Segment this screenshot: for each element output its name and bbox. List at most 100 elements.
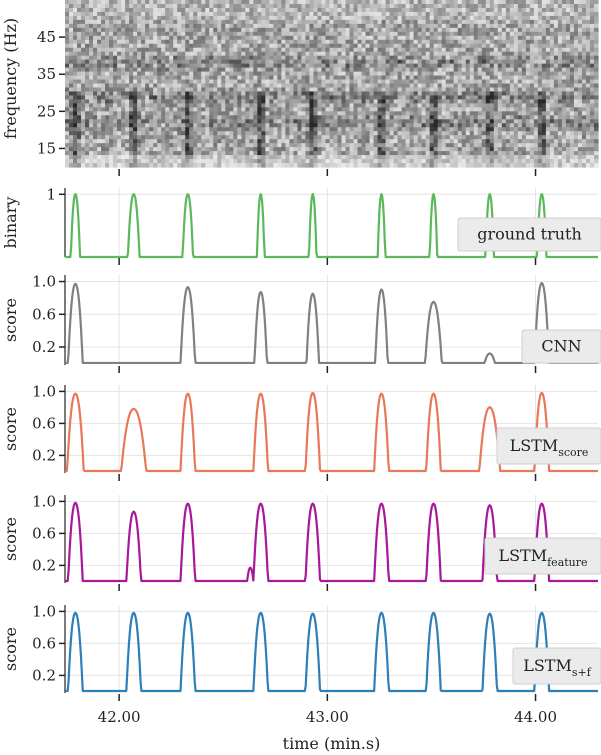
spectrogram-cell <box>217 163 222 168</box>
spectrogram-cell <box>357 47 363 53</box>
spectrogram-cell <box>137 131 142 136</box>
spectrogram-cell <box>117 103 122 108</box>
spectrogram-cell <box>257 127 262 132</box>
spectrogram-cell <box>361 15 367 21</box>
spectrogram-cell <box>417 35 423 41</box>
spectrogram-cell <box>281 143 287 148</box>
spectrogram-cell <box>177 139 182 144</box>
spectrogram-cell <box>305 107 311 112</box>
spectrogram-cell <box>285 31 291 37</box>
spectrogram-cell <box>473 67 479 73</box>
spectrogram-cell <box>445 67 451 73</box>
spectrogram-cell <box>425 111 431 116</box>
spectrogram-cell <box>89 91 94 97</box>
spectrogram-cell <box>257 115 262 120</box>
spectrogram-cell <box>301 135 307 140</box>
spectrogram-cell <box>369 75 375 81</box>
spectrogram-cell <box>161 23 166 29</box>
spectrogram-cell <box>169 71 174 77</box>
spectrogram-cell <box>445 103 451 108</box>
spectrogram-cell <box>97 143 102 148</box>
spectrogram-cell <box>81 135 86 140</box>
spectrogram-cell <box>401 151 407 156</box>
spectrogram-cell <box>521 55 527 61</box>
spectrogram-cell <box>105 51 110 57</box>
spectrogram-cell <box>489 59 495 65</box>
spectrogram-cell <box>173 27 178 33</box>
spectrogram-cell <box>345 135 351 140</box>
spectrogram-cell <box>305 71 311 77</box>
spectrogram-cell <box>485 139 491 144</box>
spectrogram-cell <box>253 163 258 168</box>
spectrogram-cell <box>401 71 407 77</box>
spectrogram-cell <box>141 47 146 53</box>
spectrogram-cell <box>337 55 343 61</box>
spectrogram-cell <box>177 91 182 97</box>
spectrogram-cell <box>301 99 307 104</box>
spectrogram-cell <box>461 35 467 41</box>
spectrogram-cell <box>533 87 539 93</box>
spectrogram-cell <box>189 0 194 5</box>
spectrogram-cell <box>385 87 391 93</box>
spectrogram-cell <box>289 75 295 81</box>
spectrogram-cell <box>457 43 463 49</box>
spectrogram-cell <box>341 35 347 41</box>
spectrogram-cell <box>221 139 226 144</box>
spectrogram-cell <box>353 99 359 104</box>
spectrogram-cell <box>77 139 82 144</box>
spectrogram-cell <box>233 99 238 104</box>
spectrogram-cell <box>217 143 222 148</box>
spectrogram-cell <box>333 139 339 144</box>
spectrogram-cell <box>397 127 403 132</box>
spectrogram-cell <box>465 103 471 108</box>
spectrogram-cell <box>377 159 383 164</box>
spectrogram-cell <box>497 79 503 85</box>
spectrogram-cell <box>137 43 142 49</box>
spectrogram-cell <box>181 3 186 9</box>
spectrogram-cell <box>109 127 114 132</box>
spectrogram-cell <box>373 0 379 5</box>
spectrogram-cell <box>121 39 126 45</box>
spectrogram-cell <box>433 27 439 33</box>
spectrogram-cell <box>197 111 202 116</box>
spectrogram-cell <box>157 91 162 97</box>
spectrogram-cell <box>85 75 90 81</box>
spectrogram-cell <box>149 47 154 53</box>
spectrogram-cell <box>201 3 206 9</box>
spectrogram-cell <box>385 79 391 85</box>
spectrogram-cell <box>477 67 483 73</box>
spectrogram-cell <box>513 111 519 116</box>
spectrogram-cell <box>245 143 250 148</box>
spectrogram-cell <box>461 135 467 140</box>
spectrogram-cell <box>369 127 375 132</box>
spectrogram-cell <box>189 71 194 77</box>
spectrogram-cell <box>525 47 531 53</box>
spectrogram-cell <box>141 155 146 160</box>
spectrogram-cell <box>293 127 299 132</box>
spectrogram-cell <box>309 83 315 89</box>
spectrogram-cell <box>325 131 331 136</box>
spectrogram-cell <box>401 51 407 57</box>
spectrogram-cell <box>325 31 331 37</box>
spectrogram-cell <box>273 119 278 124</box>
spectrogram-cell <box>77 91 82 97</box>
spectrogram-cell <box>461 143 467 148</box>
spectrogram-cell <box>181 39 186 45</box>
spectrogram-cell <box>433 47 439 53</box>
spectrogram-cell <box>445 47 451 53</box>
spectrogram-cell <box>77 23 82 29</box>
spectrogram-cell <box>261 103 266 108</box>
spectrogram-cell <box>165 11 170 17</box>
spectrogram-cell <box>137 51 142 57</box>
spectrogram-cell <box>149 63 154 69</box>
spectrogram-cell <box>325 135 331 140</box>
spectrogram-cell <box>369 31 375 37</box>
spectrogram-cell <box>313 163 319 168</box>
spectrogram-cell <box>469 43 475 49</box>
spectrogram-cell <box>145 123 150 128</box>
spectrogram-cell <box>201 95 206 101</box>
spectrogram-cell <box>65 35 70 41</box>
spectrogram-cell <box>397 107 403 112</box>
spectrogram-cell <box>477 35 483 41</box>
spectrogram-cell <box>401 7 407 13</box>
